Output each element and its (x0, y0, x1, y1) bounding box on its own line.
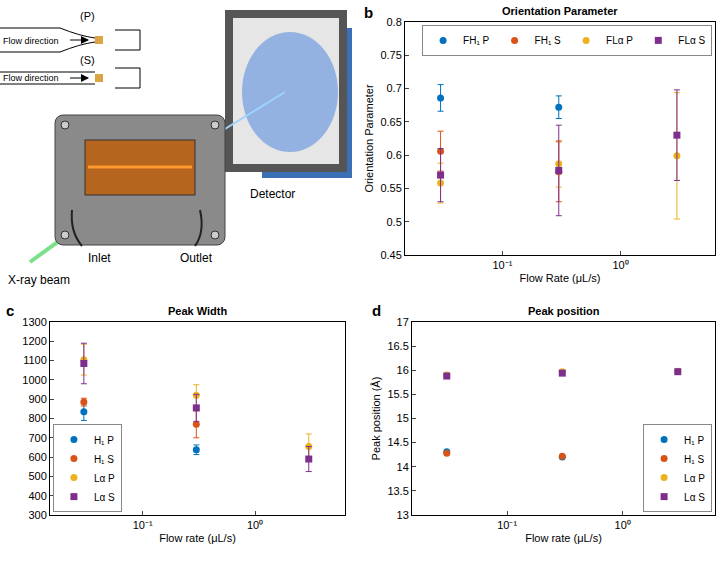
svg-text:300: 300 (28, 509, 46, 521)
svg-text:FLα P: FLα P (606, 35, 633, 46)
svg-text:d: d (372, 302, 381, 319)
svg-text:600: 600 (28, 451, 46, 463)
svg-text:16.5: 16.5 (387, 340, 408, 352)
svg-text:H₁ S: H₁ S (684, 454, 704, 465)
svg-text:c: c (6, 302, 14, 319)
svg-text:1200: 1200 (22, 335, 46, 347)
svg-text:1100: 1100 (23, 354, 47, 366)
svg-text:0.65: 0.65 (380, 116, 401, 128)
svg-text:Lα S: Lα S (94, 492, 115, 503)
svg-text:10⁰: 10⁰ (247, 519, 263, 531)
svg-text:Flow direction: Flow direction (3, 73, 59, 83)
svg-text:10⁻¹: 10⁻¹ (497, 519, 517, 531)
svg-text:900: 900 (28, 393, 46, 405)
svg-text:Flow rate (μL/s): Flow rate (μL/s) (159, 532, 236, 544)
svg-text:0.8: 0.8 (387, 16, 402, 28)
svg-text:17: 17 (397, 316, 409, 328)
svg-text:Lα S: Lα S (684, 492, 705, 503)
svg-text:1000: 1000 (22, 374, 46, 386)
svg-text:1300: 1300 (22, 316, 46, 328)
svg-text:400: 400 (28, 490, 46, 502)
svg-text:0.7: 0.7 (387, 82, 402, 94)
svg-text:0.6: 0.6 (387, 149, 402, 161)
svg-text:10⁰: 10⁰ (612, 259, 628, 271)
svg-text:b: b (364, 4, 373, 21)
svg-text:H₁ P: H₁ P (684, 435, 704, 446)
svg-text:10⁰: 10⁰ (615, 519, 631, 531)
svg-text:0.75: 0.75 (380, 49, 401, 61)
svg-text:Peak Width: Peak Width (168, 305, 227, 317)
svg-text:500: 500 (28, 470, 46, 482)
svg-text:FH₁ S: FH₁ S (535, 35, 561, 46)
svg-text:14: 14 (397, 461, 409, 473)
svg-text:Flow direction: Flow direction (3, 36, 59, 46)
svg-text:13: 13 (397, 509, 409, 521)
svg-text:10⁻¹: 10⁻¹ (133, 519, 153, 531)
svg-text:0.55: 0.55 (380, 182, 401, 194)
svg-text:Outlet: Outlet (180, 251, 213, 265)
svg-text:Inlet: Inlet (88, 251, 111, 265)
svg-text:15: 15 (397, 412, 409, 424)
svg-text:FH₁ P: FH₁ P (463, 35, 489, 46)
svg-text:H₁ S: H₁ S (94, 454, 114, 465)
svg-text:X-ray beam: X-ray beam (8, 273, 70, 287)
svg-text:Lα P: Lα P (94, 473, 115, 484)
svg-text:H₁ P: H₁ P (94, 435, 114, 446)
svg-text:14.5: 14.5 (387, 436, 408, 448)
svg-text:Flow rate (μL/s): Flow rate (μL/s) (525, 532, 602, 544)
svg-text:0.45: 0.45 (380, 249, 401, 261)
svg-text:Lα P: Lα P (684, 473, 705, 484)
svg-text:Peak position: Peak position (528, 305, 600, 317)
svg-text:Orientation Parameter: Orientation Parameter (502, 5, 618, 17)
svg-text:Peak position (Å): Peak position (Å) (370, 377, 382, 461)
svg-text:700: 700 (28, 432, 46, 444)
svg-text:800: 800 (28, 412, 46, 424)
svg-text:16: 16 (397, 364, 409, 376)
svg-text:0.5: 0.5 (387, 216, 402, 228)
svg-text:(P): (P) (80, 10, 95, 22)
svg-text:13.5: 13.5 (387, 485, 408, 497)
svg-text:FLα S: FLα S (678, 35, 705, 46)
svg-text:Detector: Detector (250, 187, 295, 201)
svg-text:(S): (S) (80, 54, 95, 66)
svg-text:15.5: 15.5 (387, 388, 408, 400)
svg-text:Flow Rate (μL/s): Flow Rate (μL/s) (520, 272, 601, 284)
svg-text:Orientation Parameter: Orientation Parameter (363, 84, 375, 193)
svg-text:10⁻¹: 10⁻¹ (492, 259, 512, 271)
